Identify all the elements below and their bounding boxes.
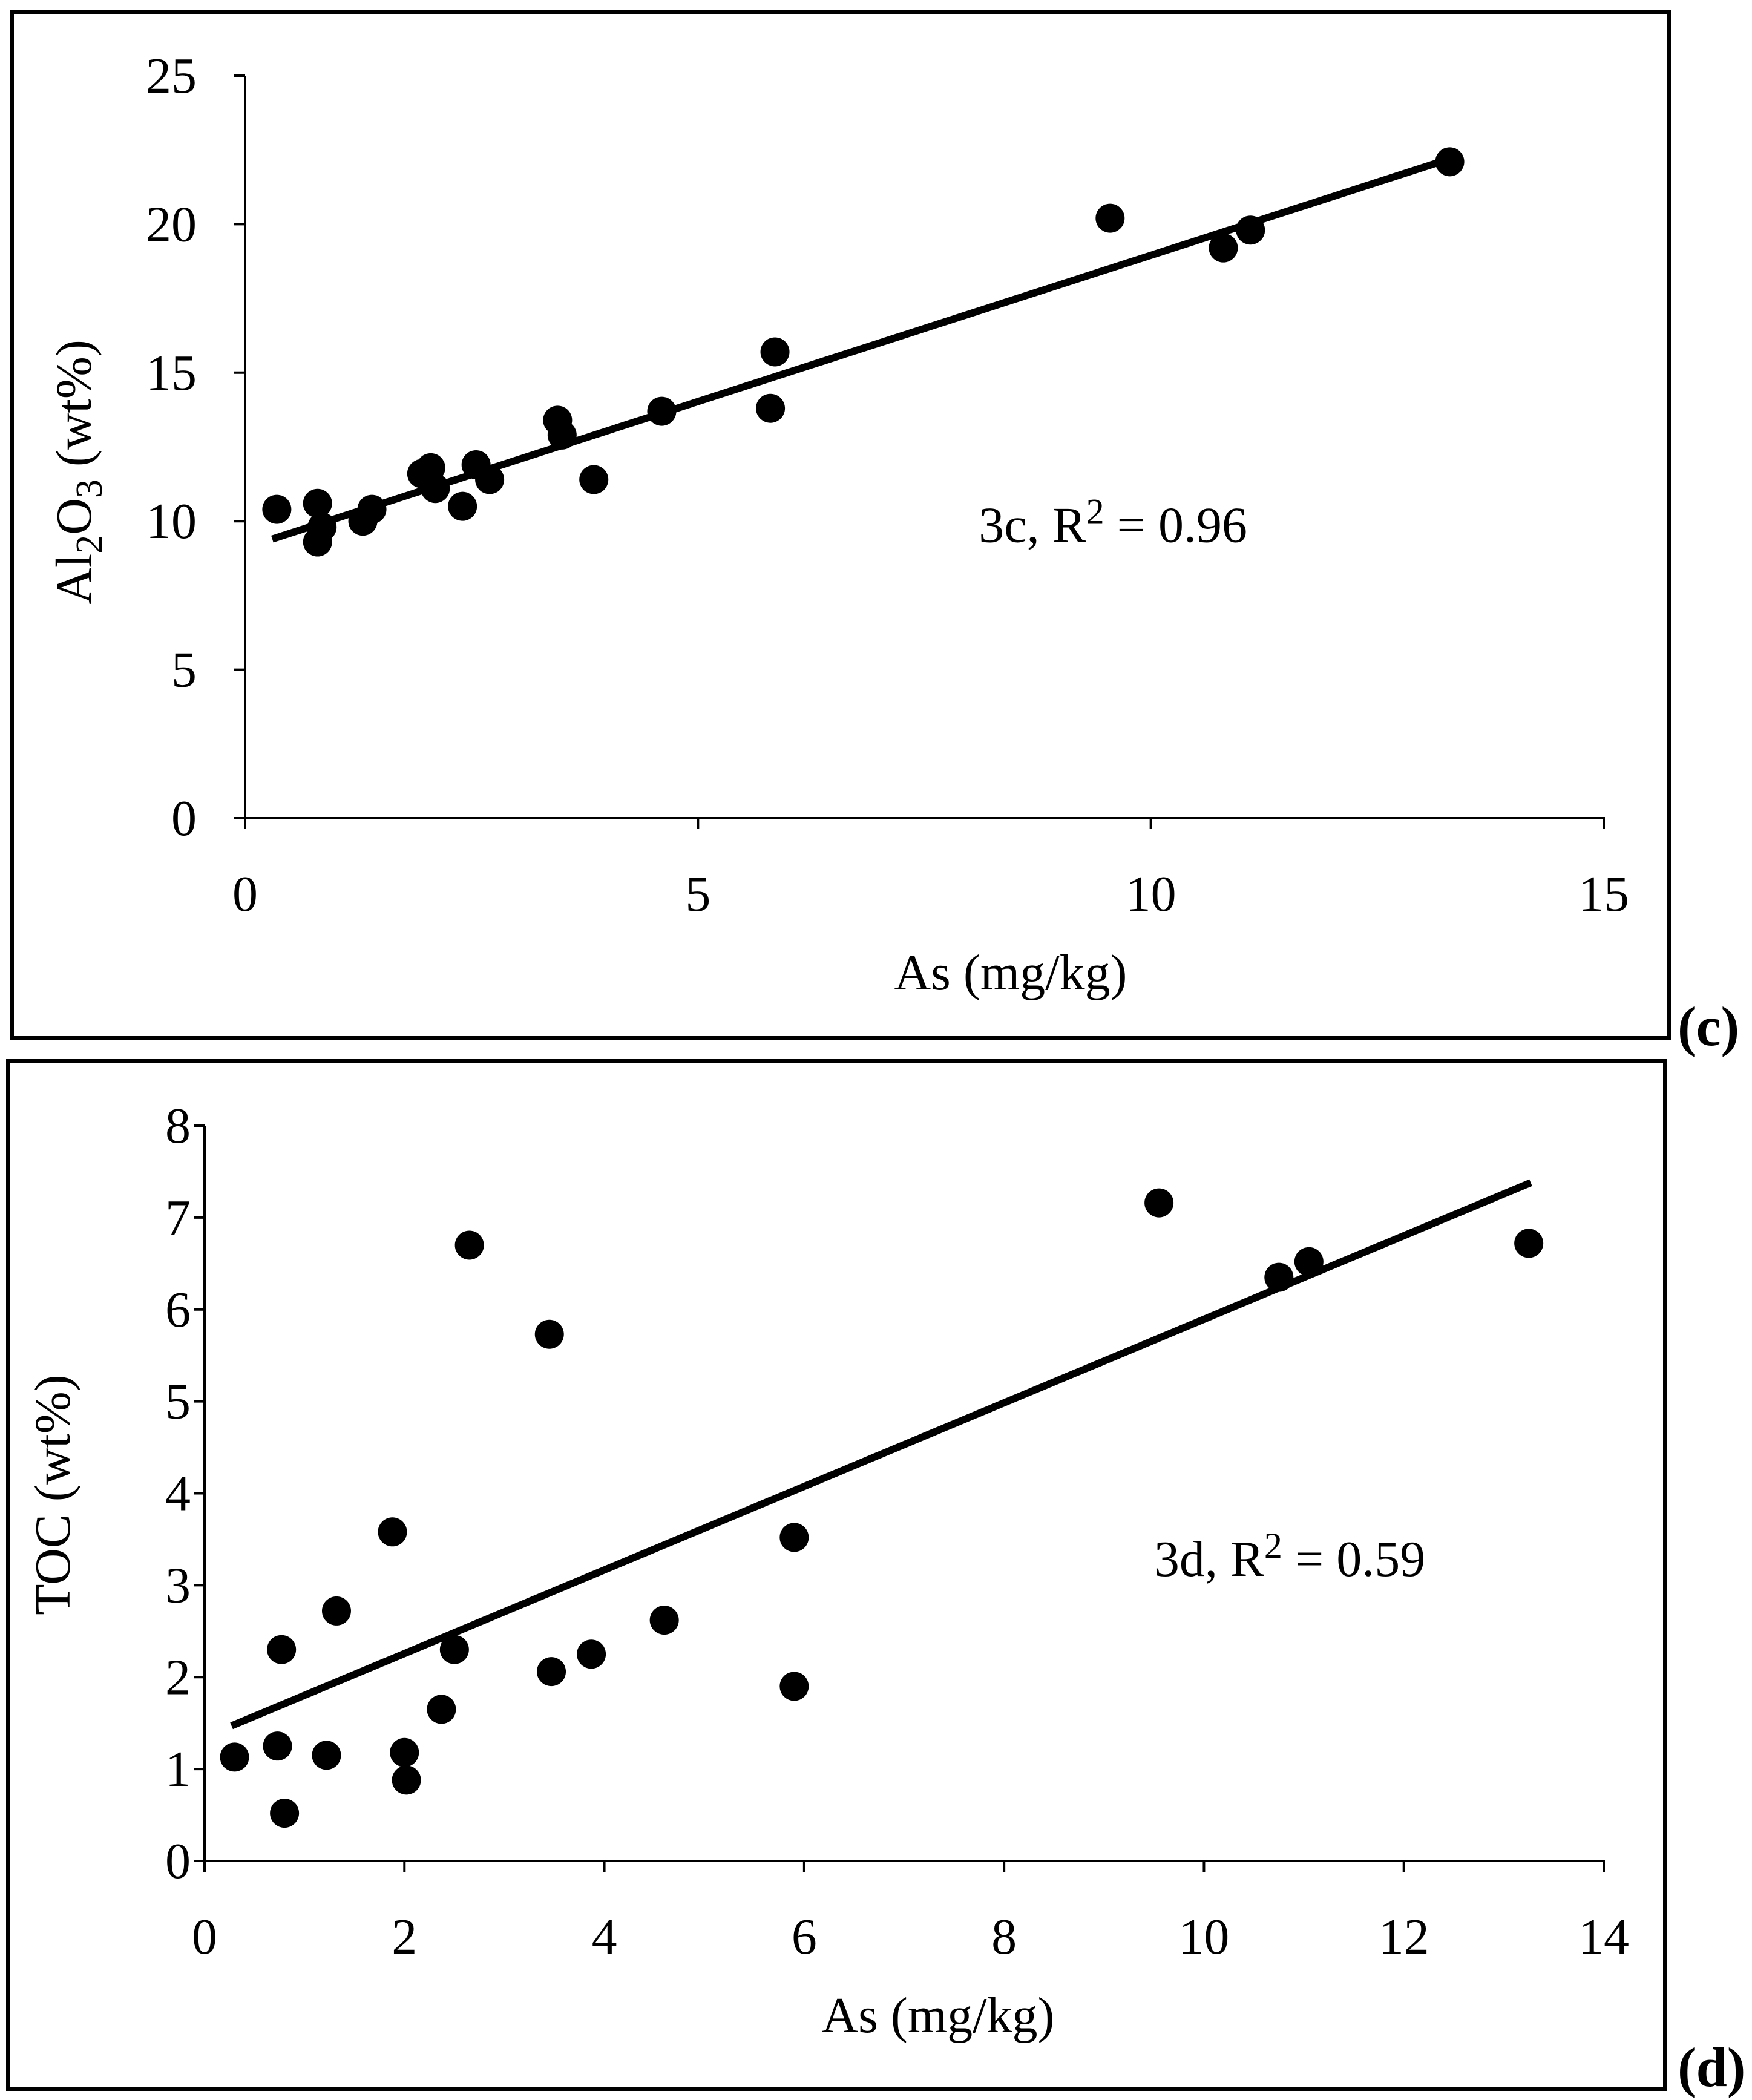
chart-d-y-tick-label: 6 [165,1282,191,1338]
chart-d-data-point [1514,1229,1544,1258]
chart-d-data-point [439,1635,469,1664]
chart-d-data-point [321,1596,351,1626]
chart-d-x-tick-label: 8 [991,1909,1017,1965]
chart-c-y-tick-label: 10 [146,493,197,550]
chart-d-data-point [267,1635,297,1664]
chart-c-ylabel-al: Al [46,554,102,605]
chart-d-data-point [427,1695,456,1724]
chart-d-data-point [263,1731,292,1761]
chart-c-tick-labels: 0 5 10 15 0 5 10 15 20 25 [146,48,1629,922]
chart-c-data-point [579,465,609,494]
chart-c-x-tick-label: 10 [1126,866,1176,922]
chart-c-data-point [262,494,292,524]
chart-d-trendline [230,1179,1532,1730]
chart-d-data-point [312,1741,341,1770]
chart-c-data-point [1236,215,1265,245]
chart-d-data-point [1144,1188,1174,1218]
chart-c-data-point [303,527,332,557]
chart-d-y-tick-label: 0 [165,1833,191,1889]
chart-d-data-point [1294,1247,1324,1276]
chart-d-axes [194,1124,1605,1872]
chart-d-annot-text: 3d, R [1154,1531,1264,1587]
chart-d-x-tick-label: 4 [592,1909,617,1965]
chart-d-data-point [378,1517,407,1547]
chart-d-data-point [1264,1262,1294,1292]
panel-c-label: (c) [1678,996,1740,1057]
chart-c-data-point [448,491,477,521]
chart-d-trendline-group [230,1179,1532,1730]
chart-c-y-tick-label: 0 [171,790,197,847]
chart-c-y-tick-label: 20 [146,196,197,252]
chart-d-y-tick-label: 8 [165,1098,191,1154]
chart-d-x-tick-label: 6 [792,1909,817,1965]
chart-d-data-point [270,1799,300,1828]
chart-d-y-tick-label: 1 [165,1741,191,1797]
chart-c-data-point [1095,203,1125,233]
chart-d-x-tick-label: 12 [1379,1909,1429,1965]
chart-c-x-axis-title: As (mg/kg) [894,945,1127,1001]
chart-d-y-tick-label: 3 [165,1557,191,1613]
chart-c-annot-text: 3c, R [979,497,1086,554]
chart-c-y-tick-label: 5 [171,642,197,698]
chart-c-ylabel-sub3: 3 [69,479,110,498]
chart-c-ylabel-o: O [46,498,102,535]
panel-c-frame [10,10,1671,1040]
panel-d-frame [6,1059,1667,2091]
chart-c-trendline [271,155,1451,543]
chart-c-x-tick-label: 0 [232,866,258,922]
chart-d-y-axis-title: TOC (wt%) [25,1374,81,1615]
chart-d-y-tick-label: 5 [165,1374,191,1430]
chart-d-y-tick-label: 7 [165,1190,191,1246]
chart-c-data-point [357,494,387,524]
chart-d-data-point [220,1742,249,1772]
chart-d-data-point [454,1230,484,1260]
chart-c-data-point [647,396,677,426]
chart-d-annot-rest: = 0.59 [1282,1531,1425,1587]
chart-c-x-tick-label: 15 [1578,866,1629,922]
chart-c-data-point [475,465,505,494]
chart-c-data-point [756,393,786,423]
chart-d-data-point [779,1523,809,1552]
chart-d-data-point [534,1319,564,1349]
chart-d-x-axis-title: As (mg/kg) [822,1987,1055,2044]
chart-c-data-point [547,420,577,450]
chart-c-annot-sup: 2 [1086,492,1104,532]
chart-c-x-tick-label: 5 [685,866,710,922]
chart-d-data-point [537,1657,566,1687]
chart-c-data-point [421,474,450,504]
chart-d-data-point [649,1606,679,1635]
chart-c-ylabel-sub2: 2 [69,535,110,554]
chart-c-y-axis-title: Al2O3 (wt%) [46,340,110,605]
chart-d-x-tick-label: 2 [392,1909,417,1965]
chart-c-y-tick-label: 25 [146,48,197,104]
chart-c-axes [234,74,1605,829]
chart-d-points [220,1188,1544,1828]
chart-c-data-point [1435,147,1465,177]
chart-d-data-point [779,1672,809,1701]
chart-d-y-tick-label: 4 [165,1466,191,1522]
chart-c-data-point [1209,233,1238,263]
chart-c-data-point [760,337,790,367]
chart-d-x-tick-label: 10 [1178,1909,1229,1965]
chart-d-data-point [577,1639,606,1669]
chart-d-annot-sup: 2 [1264,1526,1282,1566]
chart-d-y-tick-label: 2 [165,1649,191,1705]
chart-d-data-point [390,1737,419,1767]
chart-d-x-tick-label: 0 [192,1909,217,1965]
chart-c-r2-annotation: 3c, R2 = 0.96 [979,492,1247,554]
chart-c-trendline-group [271,155,1451,543]
chart-c-y-tick-label: 15 [146,345,197,401]
panel-d-label: (d) [1678,2036,1746,2098]
chart-c-points [262,147,1465,557]
chart-d-x-tick-label: 14 [1578,1909,1629,1965]
chart-c-annot-rest: = 0.96 [1104,497,1247,554]
chart-d-data-point [392,1765,421,1795]
chart-c-ylabel-unit: (wt%) [46,340,102,479]
chart-c-data-point [303,488,332,518]
chart-d-r2-annotation: 3d, R2 = 0.59 [1154,1526,1425,1587]
